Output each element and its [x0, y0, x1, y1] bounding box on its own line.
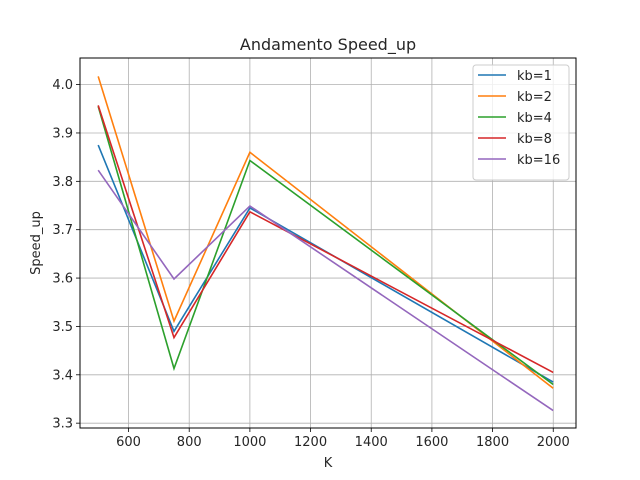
x-axis-title: K	[324, 456, 333, 471]
x-tick-label: 1600	[415, 435, 448, 450]
ticks: 600 800 1000 1200 1400 1600 1800 2000 3.3 3.4 3.5 3…	[52, 78, 569, 450]
y-tick-label: 3.7	[52, 223, 73, 238]
y-tick-label: 3.6	[52, 272, 73, 287]
y-tick-label: 3.3	[52, 417, 73, 432]
legend-label: kb=2	[517, 90, 552, 105]
legend-label: kb=8	[517, 132, 552, 147]
y-axis-title: Speed_up	[29, 211, 44, 275]
series-lines	[97, 76, 554, 412]
legend-label: kb=4	[517, 111, 552, 126]
x-tick-label: 600	[116, 435, 141, 450]
y-tick-label: 3.5	[52, 320, 73, 335]
legend: kb=1 kb=2 kb=4 kb=8 kb=16	[472, 64, 570, 181]
y-tick-label: 3.8	[52, 175, 73, 190]
legend-label: kb=16	[517, 153, 560, 168]
x-tick-label: 1200	[294, 435, 327, 450]
x-tick-label: 1400	[355, 435, 388, 450]
y-tick-label: 3.9	[52, 126, 73, 141]
x-tick-label: 2000	[537, 435, 570, 450]
y-tick-label: 4.0	[52, 78, 73, 93]
x-tick-label: 1000	[233, 435, 266, 450]
legend-label: kb=1	[517, 69, 552, 84]
series-line-kb=4	[97, 106, 554, 386]
plot-frame	[79, 57, 577, 429]
series-line-kb=8	[97, 105, 554, 374]
chart-title: Andamento Speed_up	[240, 35, 416, 55]
y-tick-label: 3.4	[52, 368, 73, 383]
x-tick-label: 1800	[476, 435, 509, 450]
x-tick-label: 800	[177, 435, 202, 450]
legend-box	[472, 64, 570, 181]
series-line-kb=2	[97, 76, 554, 389]
series-line-kb=16	[97, 169, 554, 412]
